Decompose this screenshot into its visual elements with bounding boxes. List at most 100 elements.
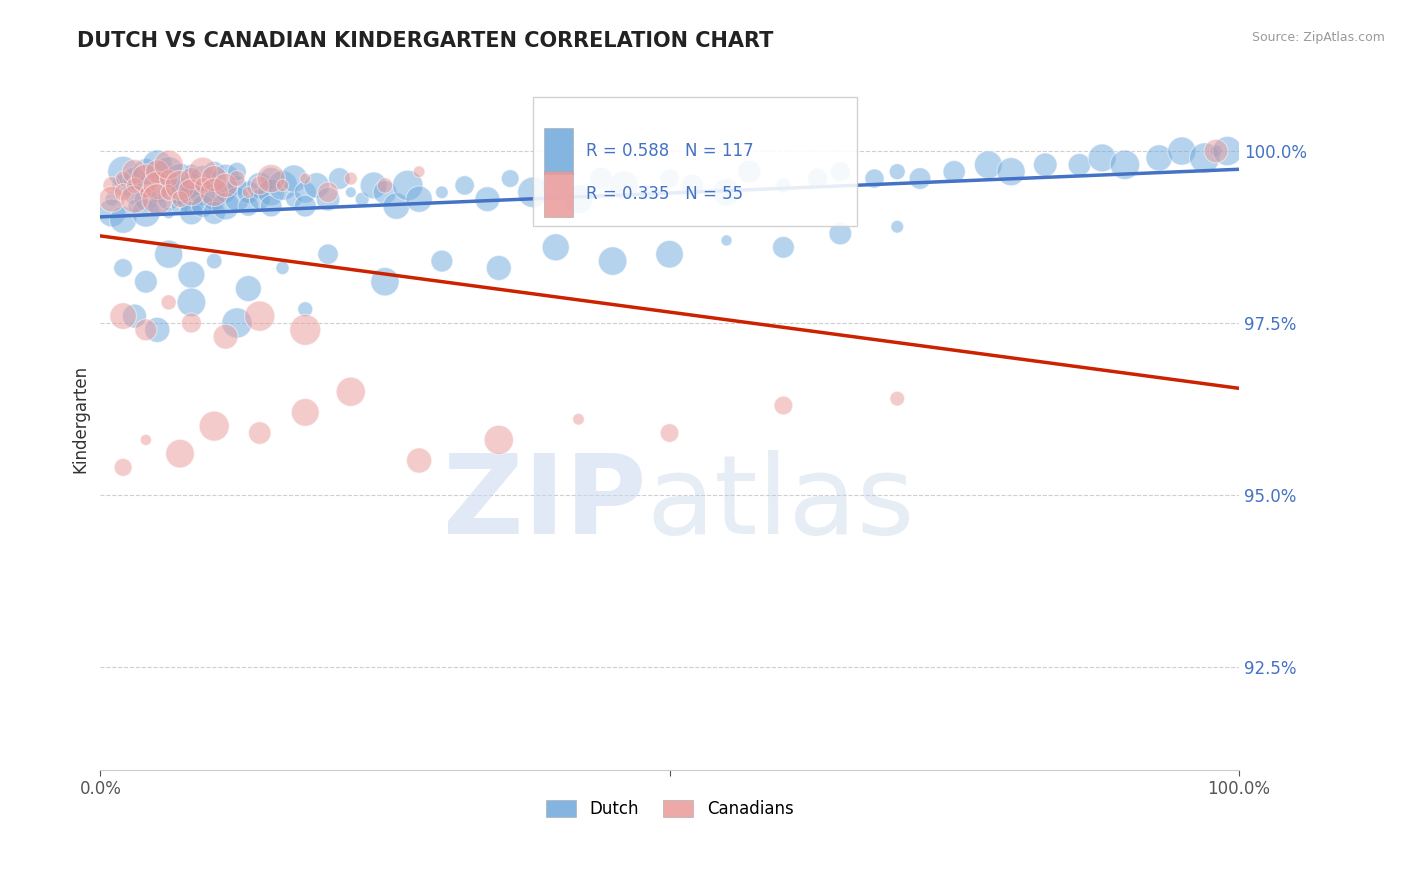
Y-axis label: Kindergarten: Kindergarten bbox=[72, 365, 89, 474]
Point bbox=[180, 171, 202, 186]
Point bbox=[214, 171, 236, 186]
Point bbox=[214, 186, 236, 200]
FancyBboxPatch shape bbox=[533, 96, 858, 227]
Point bbox=[169, 186, 191, 200]
Text: ZIP: ZIP bbox=[443, 450, 647, 557]
Point bbox=[238, 186, 260, 200]
Point bbox=[1205, 144, 1227, 158]
Point bbox=[328, 171, 350, 186]
Point bbox=[772, 178, 794, 193]
Point bbox=[124, 178, 146, 193]
Point bbox=[169, 192, 191, 206]
Point bbox=[1171, 144, 1194, 158]
Point bbox=[169, 171, 191, 186]
Point bbox=[430, 186, 453, 200]
Point bbox=[408, 192, 430, 206]
Point bbox=[226, 192, 249, 206]
Point bbox=[260, 199, 283, 213]
Point bbox=[408, 453, 430, 467]
Point bbox=[1091, 151, 1114, 165]
Point bbox=[157, 178, 180, 193]
Point bbox=[886, 164, 908, 178]
Point bbox=[202, 164, 225, 178]
Point bbox=[567, 192, 589, 206]
Point bbox=[613, 178, 636, 193]
Point bbox=[135, 206, 157, 220]
Point bbox=[157, 171, 180, 186]
Text: Source: ZipAtlas.com: Source: ZipAtlas.com bbox=[1251, 31, 1385, 45]
Point bbox=[374, 178, 396, 193]
Point bbox=[135, 433, 157, 447]
Point bbox=[430, 254, 453, 268]
Point bbox=[830, 164, 852, 178]
Point bbox=[316, 192, 339, 206]
Point bbox=[658, 171, 681, 186]
Point bbox=[1069, 158, 1091, 172]
Text: R = 0.588   N = 117: R = 0.588 N = 117 bbox=[586, 142, 754, 160]
Point bbox=[135, 171, 157, 186]
Point bbox=[202, 171, 225, 186]
Point bbox=[169, 199, 191, 213]
Point bbox=[806, 171, 828, 186]
Point bbox=[249, 309, 271, 323]
Point bbox=[1114, 158, 1136, 172]
Point bbox=[1216, 144, 1239, 158]
Point bbox=[157, 158, 180, 172]
Point bbox=[112, 178, 135, 193]
Point bbox=[112, 212, 135, 227]
Point bbox=[100, 192, 122, 206]
Point bbox=[340, 186, 363, 200]
Point bbox=[1147, 151, 1170, 165]
Point bbox=[260, 171, 283, 186]
Point bbox=[738, 164, 761, 178]
Point bbox=[249, 178, 271, 193]
Point bbox=[772, 240, 794, 254]
Point bbox=[830, 227, 852, 241]
Point bbox=[567, 412, 589, 426]
Point bbox=[453, 178, 475, 193]
Point bbox=[146, 178, 169, 193]
Point bbox=[112, 260, 135, 275]
Point bbox=[488, 433, 510, 447]
FancyBboxPatch shape bbox=[544, 171, 572, 217]
Point bbox=[124, 164, 146, 178]
Point bbox=[180, 192, 202, 206]
Point bbox=[180, 178, 202, 193]
Point bbox=[157, 186, 180, 200]
Point bbox=[544, 240, 567, 254]
Point bbox=[135, 164, 157, 178]
Text: R = 0.335   N = 55: R = 0.335 N = 55 bbox=[586, 185, 744, 202]
Point bbox=[202, 178, 225, 193]
Point bbox=[124, 186, 146, 200]
Point bbox=[112, 171, 135, 186]
Point bbox=[169, 447, 191, 461]
Point bbox=[238, 186, 260, 200]
Point bbox=[283, 171, 305, 186]
Point bbox=[260, 186, 283, 200]
Point bbox=[124, 309, 146, 323]
Point bbox=[658, 425, 681, 440]
Point bbox=[180, 295, 202, 310]
Point bbox=[124, 199, 146, 213]
Point bbox=[1205, 144, 1227, 158]
Point bbox=[157, 164, 180, 178]
Point bbox=[1194, 151, 1216, 165]
Point bbox=[374, 186, 396, 200]
Point bbox=[112, 164, 135, 178]
Point bbox=[943, 164, 966, 178]
Point bbox=[146, 171, 169, 186]
Point bbox=[977, 158, 1000, 172]
Point bbox=[271, 178, 294, 193]
Point bbox=[180, 316, 202, 330]
Point bbox=[124, 192, 146, 206]
Point bbox=[305, 178, 328, 193]
Point bbox=[146, 199, 169, 213]
Point bbox=[191, 171, 214, 186]
Point bbox=[146, 323, 169, 337]
Text: DUTCH VS CANADIAN KINDERGARTEN CORRELATION CHART: DUTCH VS CANADIAN KINDERGARTEN CORRELATI… bbox=[77, 31, 773, 51]
Point bbox=[146, 164, 169, 178]
Point bbox=[135, 192, 157, 206]
Point bbox=[408, 164, 430, 178]
Point bbox=[146, 192, 169, 206]
Point bbox=[214, 178, 236, 193]
